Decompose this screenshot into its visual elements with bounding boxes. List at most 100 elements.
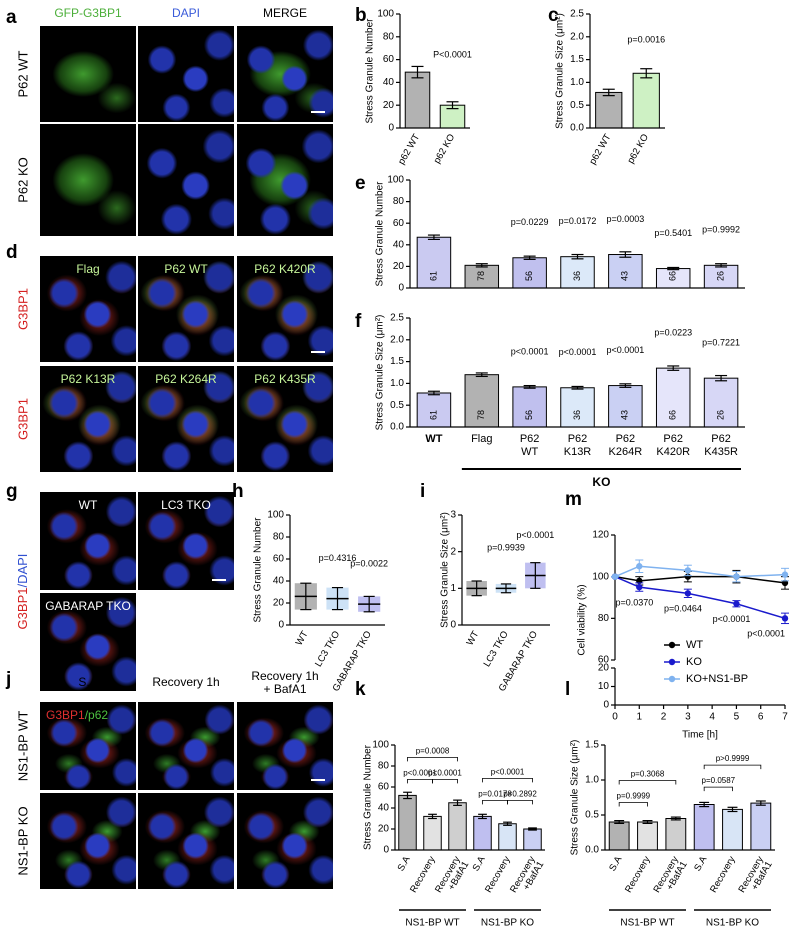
panel-letter: h bbox=[232, 481, 244, 502]
p-value: p=0.0587 bbox=[702, 776, 736, 785]
micrograph bbox=[138, 256, 234, 362]
x-tick-label: WT bbox=[425, 433, 442, 445]
bar bbox=[416, 392, 452, 428]
x-tick-label: 0 bbox=[612, 712, 618, 723]
y-tick-label: 10 bbox=[598, 681, 610, 692]
y-tick-label: 0 bbox=[383, 845, 389, 856]
stain-label: G3BP1/p62 bbox=[46, 708, 108, 722]
x-tick-label: 7 bbox=[782, 712, 788, 723]
point bbox=[636, 583, 643, 591]
x-tick-label: p62 WT bbox=[587, 132, 613, 166]
y-tick-label: 0.0 bbox=[570, 123, 584, 134]
text-line: P62 bbox=[520, 433, 540, 445]
micrograph bbox=[237, 26, 333, 122]
n-label: 56 bbox=[524, 410, 534, 420]
text-line: S.A bbox=[607, 854, 625, 873]
micrograph bbox=[138, 793, 234, 889]
x-tick-label: Flag bbox=[471, 433, 492, 445]
x-tick-label: 5 bbox=[734, 712, 740, 723]
image-label: LC3 TKO bbox=[161, 498, 211, 512]
y-tick-label: 20 bbox=[598, 663, 610, 674]
p-value: p=0.9999 bbox=[617, 792, 651, 801]
p-value: p<0.0001 bbox=[491, 768, 525, 777]
y-tick-label: 40 bbox=[378, 803, 390, 814]
y-tick-label: 60 bbox=[383, 54, 395, 65]
text-line: + BafA1 bbox=[263, 682, 306, 696]
point bbox=[733, 600, 740, 607]
n-label: 26 bbox=[715, 410, 725, 420]
comparison-bracket bbox=[618, 780, 677, 785]
bar bbox=[665, 818, 687, 851]
bar bbox=[416, 236, 452, 289]
column-label: S.A bbox=[78, 675, 97, 689]
x-tick-label: 1 bbox=[637, 712, 643, 723]
bar bbox=[512, 257, 547, 289]
point bbox=[684, 567, 692, 574]
p-value: p=0.7221 bbox=[702, 338, 740, 348]
panel-letter: j bbox=[5, 669, 11, 690]
text-line: WT bbox=[521, 446, 538, 458]
text-line: Recovery bbox=[623, 854, 653, 894]
p-value: p<0.0001 bbox=[428, 769, 462, 778]
bar bbox=[473, 815, 492, 851]
x-tick-label: 3 bbox=[685, 712, 691, 723]
comparison-bracket bbox=[432, 779, 458, 784]
y-axis-label: Stress Granule Number bbox=[375, 181, 386, 287]
group-label: NS1-BP KO bbox=[706, 918, 759, 929]
p-value: p=0.0178 bbox=[478, 790, 512, 799]
panel-letter: l bbox=[565, 679, 570, 700]
y-tick-label: 0 bbox=[450, 620, 456, 631]
panel-letter: c bbox=[548, 5, 559, 26]
p-value: p=0.9992 bbox=[702, 225, 740, 235]
text-line: K435R bbox=[704, 446, 738, 458]
micrograph bbox=[237, 124, 333, 236]
p-value: p=0.0229 bbox=[511, 217, 549, 227]
y-tick-label: 100 bbox=[592, 571, 609, 582]
y-tick-label: 1.0 bbox=[585, 775, 599, 786]
micrograph bbox=[40, 593, 136, 691]
micrograph bbox=[138, 702, 234, 790]
y-tick-label: 0.5 bbox=[390, 400, 404, 411]
micrograph bbox=[40, 256, 136, 362]
y-tick-label: 60 bbox=[378, 782, 390, 793]
n-label: 61 bbox=[428, 410, 438, 420]
legend-label: KO bbox=[686, 656, 702, 668]
y-tick-label: 40 bbox=[393, 239, 405, 250]
group-label: NS1-BP WT bbox=[405, 918, 459, 929]
legend-marker bbox=[668, 675, 676, 683]
x-tick-label: P62 K264R bbox=[609, 433, 643, 458]
p-value: p=0.0022 bbox=[350, 558, 388, 568]
micrograph bbox=[237, 366, 333, 472]
point bbox=[611, 573, 619, 580]
micrograph bbox=[40, 124, 136, 236]
p-value: p=0.0223 bbox=[654, 328, 692, 338]
y-tick-label: 80 bbox=[273, 532, 285, 543]
y-axis-label: Stress Granule Size (μm²) bbox=[375, 315, 386, 431]
p-value: p=0.3068 bbox=[631, 770, 665, 779]
x-tick-label: P62 K13R bbox=[564, 433, 592, 458]
legend-label: WT bbox=[686, 639, 703, 651]
text-line: Recovery 1h bbox=[251, 669, 318, 683]
bar bbox=[608, 821, 630, 851]
y-axis-label: Stress Granule Number bbox=[363, 744, 374, 850]
comparison-bracket bbox=[482, 800, 508, 805]
p-value: p=0.2892 bbox=[503, 790, 537, 799]
bar bbox=[560, 387, 595, 428]
image-label: P62 K420R bbox=[254, 262, 316, 276]
p-value: p<0.0001 bbox=[516, 530, 554, 540]
p-value: p>0.9999 bbox=[716, 754, 750, 763]
row-label: NS1-BP KO bbox=[15, 806, 30, 875]
n-label: 36 bbox=[572, 271, 582, 281]
point bbox=[684, 573, 692, 580]
micrograph bbox=[138, 26, 234, 122]
legend-marker bbox=[668, 658, 676, 666]
micrograph bbox=[138, 124, 234, 236]
bar bbox=[560, 256, 595, 289]
text-line: P62 bbox=[568, 433, 588, 445]
y-axis-label: Stress Granule Size (μm²) bbox=[440, 512, 451, 628]
row-label-part: G3BP1 bbox=[15, 588, 30, 630]
n-label: 36 bbox=[572, 410, 582, 420]
text-line: P62 bbox=[616, 433, 636, 445]
image-label: Flag bbox=[76, 262, 99, 276]
bar bbox=[523, 828, 542, 851]
